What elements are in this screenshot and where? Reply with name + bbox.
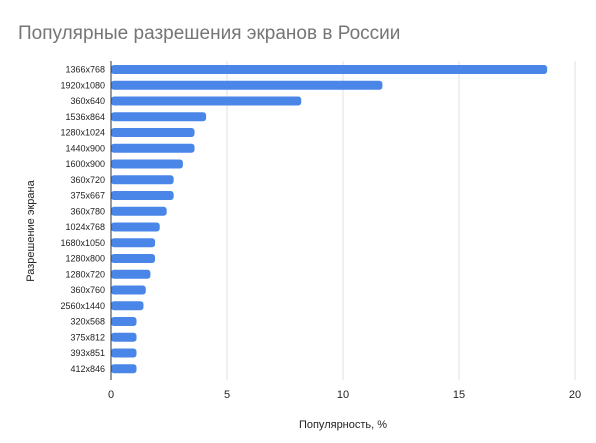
category-label: 1536x864 <box>65 112 105 122</box>
grid-lines <box>226 61 576 380</box>
bar <box>111 80 383 90</box>
bar <box>111 143 195 153</box>
bar <box>111 112 207 122</box>
category-label: 1680x1050 <box>60 238 105 248</box>
category-label: 2560x1440 <box>60 301 105 311</box>
category-label: 320x568 <box>70 317 105 327</box>
y-axis-label: Разрешение экрана <box>25 179 37 281</box>
bar <box>111 285 146 295</box>
category-label: 1280x720 <box>65 269 105 279</box>
bars <box>111 65 548 374</box>
category-label: 360x720 <box>70 175 105 185</box>
x-tick-label: 5 <box>224 389 230 401</box>
category-label: 1280x800 <box>65 254 105 264</box>
category-label: 360x640 <box>70 96 105 106</box>
bar <box>111 348 137 358</box>
bar <box>111 128 195 137</box>
category-label: 1366x768 <box>65 65 105 75</box>
bar <box>111 191 174 200</box>
bar <box>111 238 156 248</box>
x-tick-label: 20 <box>569 389 581 401</box>
category-label: 1920x1080 <box>60 80 105 90</box>
category-label: 1024x768 <box>65 222 105 232</box>
category-label: 393x851 <box>70 348 105 358</box>
bar <box>111 175 174 185</box>
category-label: 360x780 <box>70 206 105 216</box>
bar <box>111 254 156 263</box>
category-label: 360x760 <box>70 285 105 295</box>
category-label: 1600x900 <box>65 159 105 169</box>
x-tick-labels: 0 5 10 15 20 <box>108 389 581 401</box>
category-label: 1440x900 <box>65 143 105 153</box>
category-label: 375x812 <box>70 332 105 342</box>
chart-title: Популярные разрешения экранов в России <box>18 23 400 44</box>
bar <box>111 206 167 216</box>
category-label: 375x667 <box>70 191 105 201</box>
bar <box>111 159 183 169</box>
bar <box>111 317 137 326</box>
bar <box>111 96 302 106</box>
bar <box>111 364 137 374</box>
bar <box>111 332 137 342</box>
x-tick-label: 0 <box>108 389 114 401</box>
category-label: 1280x1024 <box>60 128 105 138</box>
x-tick-label: 15 <box>453 389 465 401</box>
category-labels: 1366x768 1920x1080 360x640 1536x864 1280x102… <box>60 65 105 374</box>
x-tick-label: 10 <box>337 389 349 401</box>
category-label: 412x846 <box>70 364 105 374</box>
x-axis-label: Популярность, % <box>299 419 387 431</box>
bar <box>111 222 160 232</box>
bar <box>111 65 548 74</box>
bar <box>111 301 144 311</box>
bar <box>111 269 151 279</box>
